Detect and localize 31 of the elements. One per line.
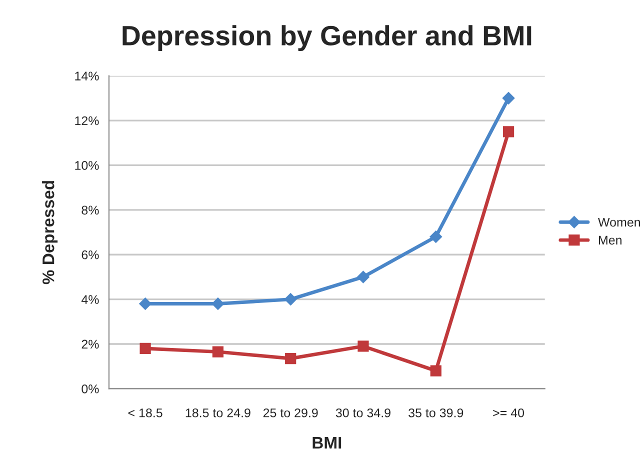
- point: [430, 230, 442, 243]
- x-tick-label: >= 40: [493, 408, 524, 418]
- y-tick-label: 10%: [75, 161, 99, 170]
- x-tick-label: 25 to 29.9: [263, 408, 318, 418]
- point: [140, 342, 151, 354]
- point: [285, 352, 296, 364]
- x-tick-label: 30 to 34.9: [336, 408, 390, 418]
- x-tick-label: 18.5 to 24.9: [186, 408, 250, 418]
- y-tick-label: 12%: [75, 116, 99, 126]
- point: [358, 340, 369, 352]
- chart-title: Depression by Gender and BMI: [122, 25, 532, 52]
- y-tick-label: 2%: [82, 340, 99, 349]
- y-tick-label: 4%: [81, 295, 99, 304]
- point: [212, 346, 224, 358]
- legend-label: Men: [598, 236, 622, 245]
- x-tick-label: < 18.5: [128, 408, 162, 418]
- point: [139, 298, 152, 310]
- y-tick-label: 8%: [82, 206, 99, 215]
- point: [284, 293, 297, 306]
- y-axis-title: % Depressed: [42, 181, 58, 284]
- point: [502, 126, 514, 138]
- y-tick-label: 0%: [82, 384, 99, 394]
- point: [430, 365, 442, 376]
- point: [502, 92, 515, 104]
- point: [212, 298, 224, 310]
- y-tick-label: 6%: [82, 250, 99, 260]
- x-tick-label: 35 to 39.9: [408, 408, 464, 418]
- y-tick-label: 14%: [75, 72, 99, 80]
- legend-label: Women: [598, 218, 640, 227]
- x-axis-title: BMI: [312, 437, 342, 449]
- point: [357, 270, 370, 284]
